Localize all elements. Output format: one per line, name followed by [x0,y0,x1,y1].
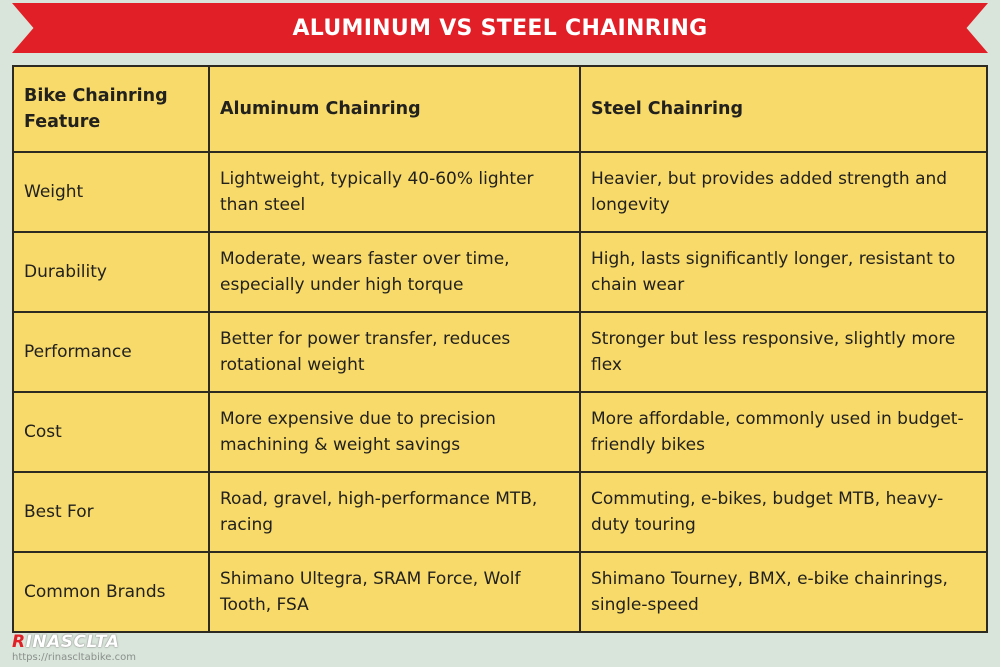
steel-cell: More affordable, commonly used in budget… [579,391,988,473]
steel-cell: Heavier, but provides added strength and… [579,151,988,233]
brand-logo: RINASCLTA [12,632,136,652]
aluminum-cell: Moderate, wears faster over time, especi… [208,231,581,313]
table-row: Performance Better for power transfer, r… [12,311,988,393]
aluminum-cell: Lightweight, typically 40-60% lighter th… [208,151,581,233]
table-row: Cost More expensive due to precision mac… [12,391,988,473]
feature-cell: Cost [12,391,210,473]
feature-cell: Weight [12,151,210,233]
logo-text: INASCLTA [25,632,120,652]
brand-watermark: RINASCLTA https://rinascltabike.com [12,632,136,667]
steel-cell: Shimano Tourney, BMX, e-bike chainrings,… [579,551,988,633]
table-row: Durability Moderate, wears faster over t… [12,231,988,313]
page-title: ALUMINUM VS STEEL CHAINRING [292,15,708,41]
header-aluminum: Aluminum Chainring [208,65,581,153]
table-row: Common Brands Shimano Ultegra, SRAM Forc… [12,551,988,633]
aluminum-cell: More expensive due to precision machinin… [208,391,581,473]
header-steel: Steel Chainring [579,65,988,153]
table-row: Best For Road, gravel, high-performance … [12,471,988,553]
feature-cell: Durability [12,231,210,313]
aluminum-cell: Shimano Ultegra, SRAM Force, Wolf Tooth,… [208,551,581,633]
feature-cell: Best For [12,471,210,553]
feature-cell: Performance [12,311,210,393]
steel-cell: High, lasts significantly longer, resist… [579,231,988,313]
steel-cell: Stronger but less responsive, slightly m… [579,311,988,393]
aluminum-cell: Road, gravel, high-performance MTB, raci… [208,471,581,553]
aluminum-cell: Better for power transfer, reduces rotat… [208,311,581,393]
feature-cell: Common Brands [12,551,210,633]
comparison-table-container: Bike Chainring Feature Aluminum Chainrin… [12,65,988,633]
title-banner: ALUMINUM VS STEEL CHAINRING [12,3,988,53]
logo-initial: R [12,632,26,652]
table-row: Weight Lightweight, typically 40-60% lig… [12,151,988,233]
brand-url[interactable]: https://rinascltabike.com [12,652,136,663]
comparison-table: Bike Chainring Feature Aluminum Chainrin… [12,65,988,633]
steel-cell: Commuting, e-bikes, budget MTB, heavy-du… [579,471,988,553]
table-header-row: Bike Chainring Feature Aluminum Chainrin… [12,65,988,153]
header-feature: Bike Chainring Feature [12,65,210,153]
